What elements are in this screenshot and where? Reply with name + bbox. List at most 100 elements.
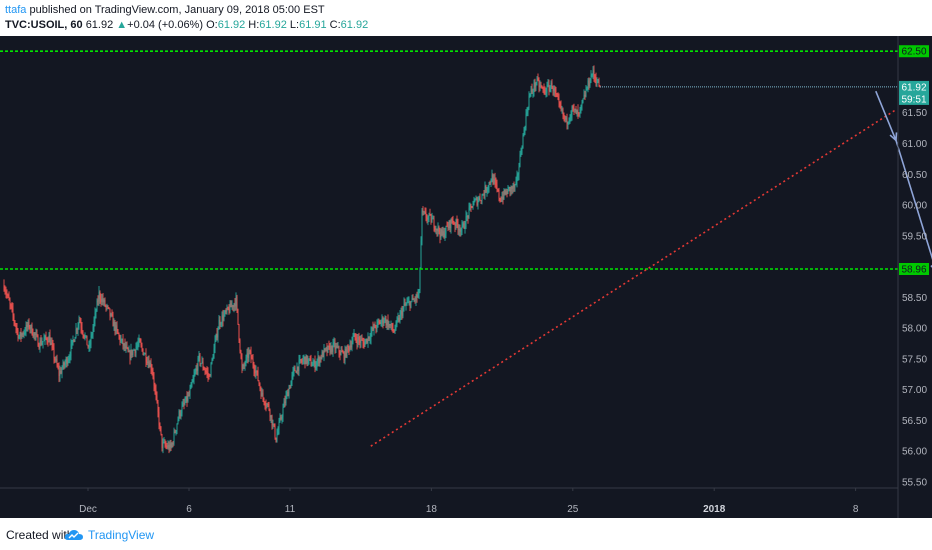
candle-body bbox=[227, 307, 229, 310]
candle-body bbox=[375, 327, 377, 329]
author-link[interactable]: ttafa bbox=[5, 4, 27, 16]
candle-body bbox=[410, 301, 412, 308]
candle-body bbox=[349, 345, 351, 350]
candle-body bbox=[173, 431, 175, 444]
candle-body bbox=[296, 366, 298, 373]
candle-body bbox=[402, 307, 404, 316]
candles-layer bbox=[3, 65, 601, 454]
candle-body bbox=[194, 371, 196, 376]
candle-body bbox=[255, 370, 257, 374]
candle-body bbox=[235, 296, 237, 307]
candle-body bbox=[233, 303, 235, 308]
candle-body bbox=[78, 319, 80, 326]
candle-body bbox=[165, 445, 167, 447]
candle-body bbox=[546, 84, 548, 93]
candle-body bbox=[343, 352, 345, 361]
candle-body bbox=[364, 341, 366, 347]
candle-body bbox=[245, 357, 247, 365]
candle-body bbox=[321, 351, 323, 359]
candle-body bbox=[515, 181, 517, 185]
time-tick-label: Dec bbox=[79, 504, 97, 515]
candle-body bbox=[455, 219, 457, 227]
candle-body bbox=[189, 388, 191, 396]
candle-body bbox=[256, 370, 258, 372]
symbol-label[interactable]: TVC:USOIL, 60 bbox=[5, 19, 83, 31]
candle-body bbox=[224, 310, 226, 315]
candle-body bbox=[316, 361, 318, 365]
candle-body bbox=[566, 117, 568, 125]
candle-body bbox=[29, 327, 31, 329]
candle-body bbox=[284, 401, 286, 404]
candle-body bbox=[413, 299, 415, 301]
candle-body bbox=[250, 351, 252, 359]
symbol-legend: TVC:USOIL, 60 61.92 ▲+0.04 (+0.06%) O:61… bbox=[5, 19, 368, 32]
time-axis[interactable]: Dec611182520188152229 bbox=[79, 488, 932, 515]
candle-body bbox=[253, 365, 255, 371]
price-tick-label: 60.50 bbox=[902, 170, 927, 181]
candle-body bbox=[150, 362, 152, 370]
candle-body bbox=[244, 364, 246, 366]
candle-body bbox=[323, 348, 325, 358]
candle-body bbox=[440, 229, 442, 238]
candle-body bbox=[218, 319, 220, 330]
candle-body bbox=[83, 334, 85, 338]
candle-body bbox=[561, 109, 563, 111]
candle-body bbox=[110, 313, 112, 317]
candle-body bbox=[121, 338, 123, 340]
candle-body bbox=[357, 337, 359, 344]
close-label: C: bbox=[329, 19, 341, 31]
candle-body bbox=[591, 74, 593, 76]
candle-body bbox=[555, 92, 557, 94]
time-tick-label: 25 bbox=[567, 504, 579, 515]
candle-body bbox=[477, 200, 479, 206]
candle-body bbox=[434, 228, 436, 230]
price-axis[interactable]: 61.50 61.00 60.50 60.00 59.50 58.50 58.00 57.50… bbox=[902, 108, 927, 488]
candle-body bbox=[540, 85, 542, 87]
candle-body bbox=[585, 89, 587, 97]
candle-body bbox=[139, 338, 141, 343]
candle-body bbox=[362, 340, 364, 343]
candle-body bbox=[596, 82, 598, 84]
candle-body bbox=[307, 359, 309, 364]
candle-body bbox=[568, 120, 570, 122]
candle-body bbox=[146, 361, 148, 364]
candle-body bbox=[583, 94, 585, 99]
price-tick-label: 57.00 bbox=[902, 385, 927, 396]
candle-body bbox=[51, 342, 53, 345]
price-tick-label: 57.50 bbox=[902, 354, 927, 365]
candle-body bbox=[166, 445, 168, 448]
candle-body bbox=[238, 324, 240, 340]
candle-body bbox=[289, 387, 291, 389]
candle-body bbox=[376, 321, 378, 329]
candle-body bbox=[222, 315, 224, 321]
level-price-tag bbox=[899, 45, 929, 58]
price-chart[interactable]: 61.50 61.00 60.50 60.00 59.50 58.50 58.00 57.50… bbox=[0, 36, 932, 518]
candle-body bbox=[17, 329, 19, 339]
candle-body bbox=[447, 226, 449, 229]
candle-body bbox=[489, 182, 491, 184]
candle-body bbox=[20, 332, 22, 337]
candle-body bbox=[581, 102, 583, 105]
candle-body bbox=[202, 361, 204, 369]
candle-body bbox=[207, 372, 209, 376]
tradingview-brand[interactable]: TradingView bbox=[88, 528, 155, 542]
candle-body bbox=[408, 301, 410, 303]
candle-body bbox=[442, 231, 444, 236]
candle-body bbox=[214, 340, 216, 349]
candle-body bbox=[347, 345, 349, 347]
candle-body bbox=[175, 430, 177, 433]
candle-body bbox=[478, 197, 480, 201]
price-tick-label: 55.50 bbox=[902, 477, 927, 488]
candle-body bbox=[6, 293, 8, 295]
candle-body bbox=[188, 395, 190, 397]
candle-body bbox=[13, 315, 15, 321]
candle-body bbox=[278, 421, 280, 431]
candle-body bbox=[567, 121, 569, 125]
candle-body bbox=[39, 340, 41, 349]
candle-body bbox=[519, 154, 521, 167]
candle-body bbox=[60, 371, 62, 374]
candle-body bbox=[334, 342, 336, 350]
candle-body bbox=[108, 307, 110, 309]
candle-body bbox=[287, 392, 289, 397]
candle-body bbox=[393, 330, 395, 333]
